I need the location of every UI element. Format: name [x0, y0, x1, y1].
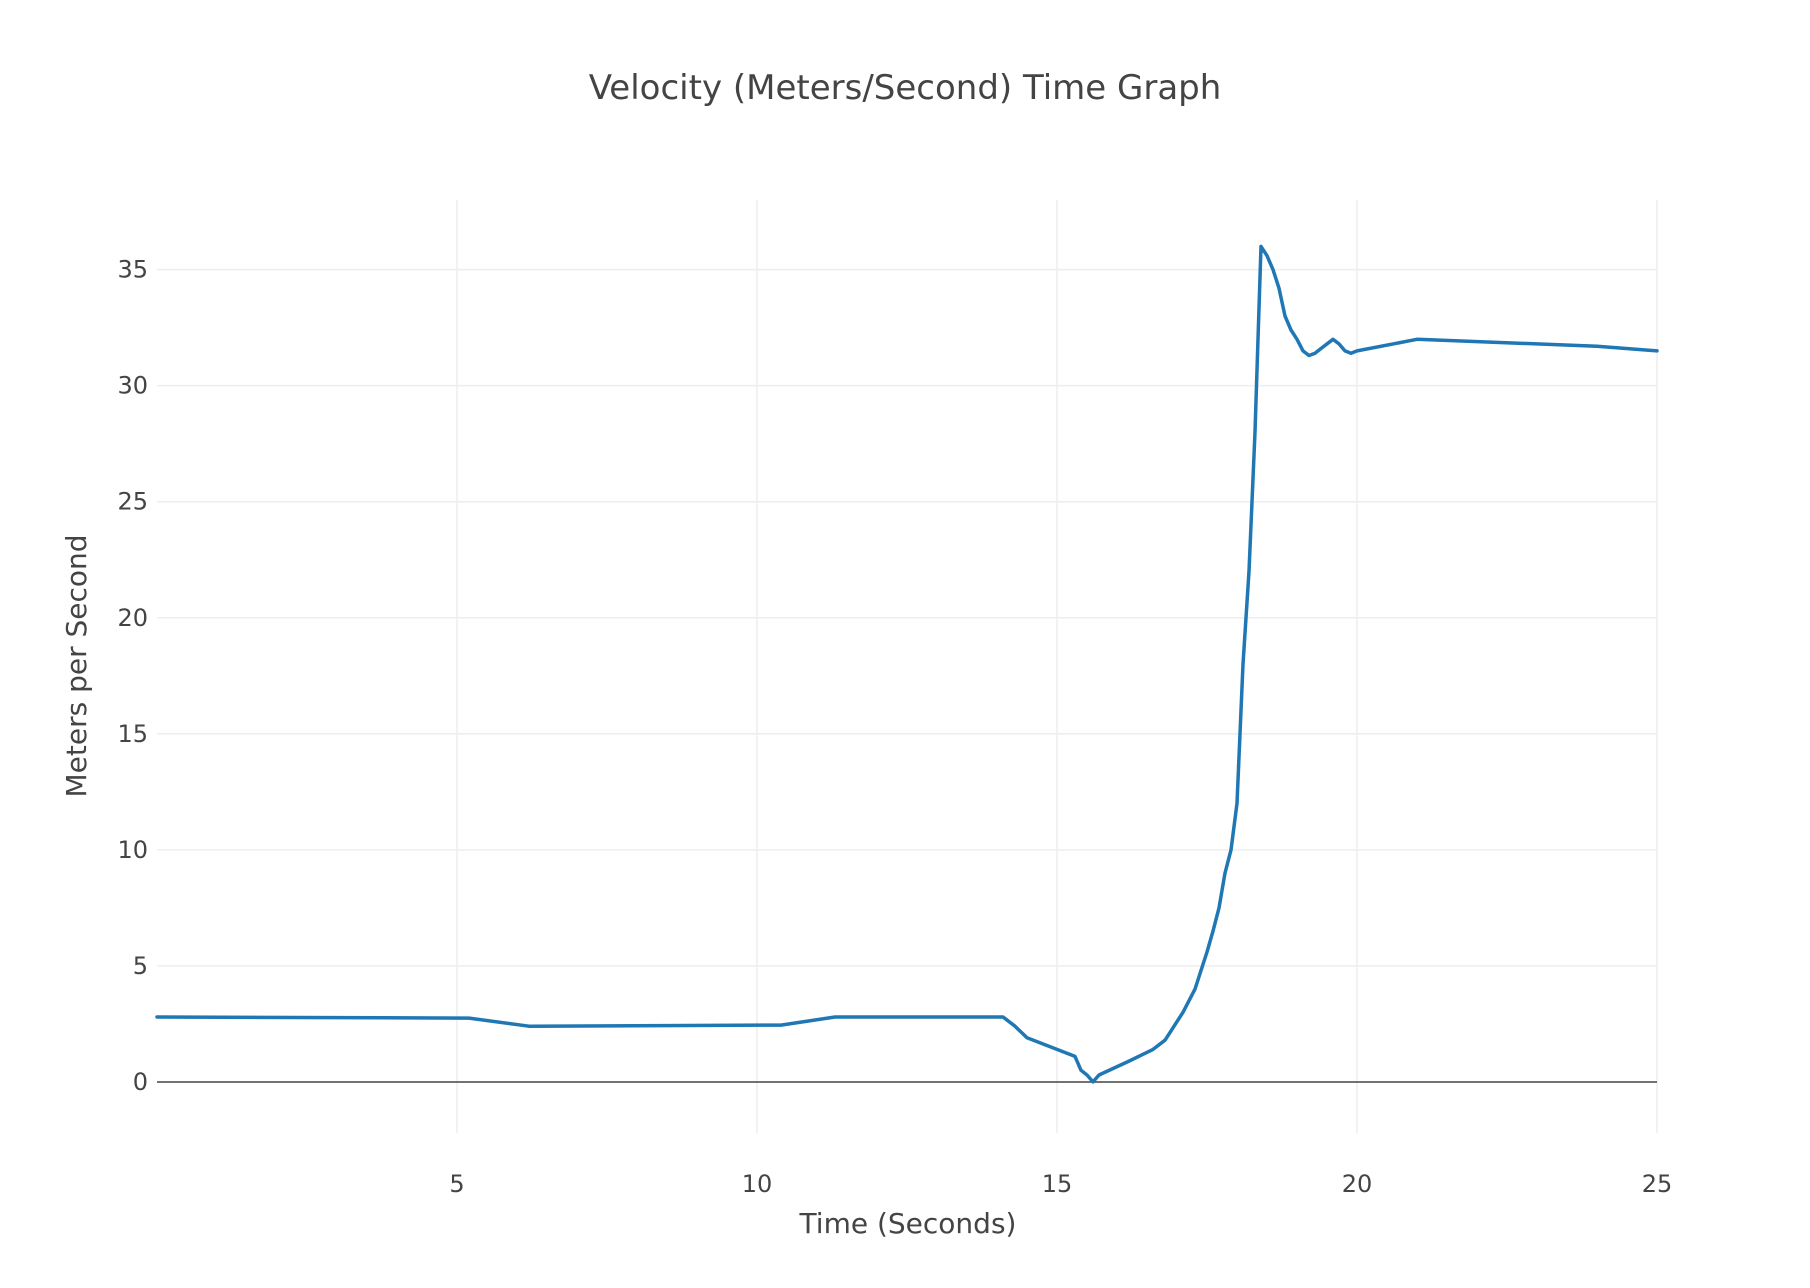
chart-title: Velocity (Meters/Second) Time Graph: [589, 68, 1222, 108]
y-tick-label: 30: [117, 372, 148, 400]
x-tick-label: 10: [742, 1170, 773, 1198]
y-tick-label: 0: [133, 1068, 148, 1096]
x-tick-label: 5: [449, 1170, 464, 1198]
y-tick-label: 20: [117, 604, 148, 632]
x-axis-tick-labels: 5 10 15 20 25: [449, 1170, 1672, 1198]
x-tick-label: 15: [1042, 1170, 1073, 1198]
series-line: [155, 244, 1659, 1084]
y-axis-tick-labels: 0 5 10 15 20 25 30 35: [117, 256, 148, 1096]
y-axis-label: Meters per Second: [60, 534, 93, 797]
y-tick-label: 10: [117, 836, 148, 864]
y-tick-label: 5: [133, 952, 148, 980]
x-tick-label: 25: [1642, 1170, 1673, 1198]
grid-lines: [157, 200, 1658, 1133]
y-tick-label: 25: [117, 488, 148, 516]
x-tick-label: 20: [1342, 1170, 1373, 1198]
x-axis-label: Time (Seconds): [799, 1207, 1017, 1240]
series-layer: [155, 244, 1659, 1084]
y-tick-label: 35: [117, 256, 148, 284]
y-tick-label: 15: [117, 720, 148, 748]
